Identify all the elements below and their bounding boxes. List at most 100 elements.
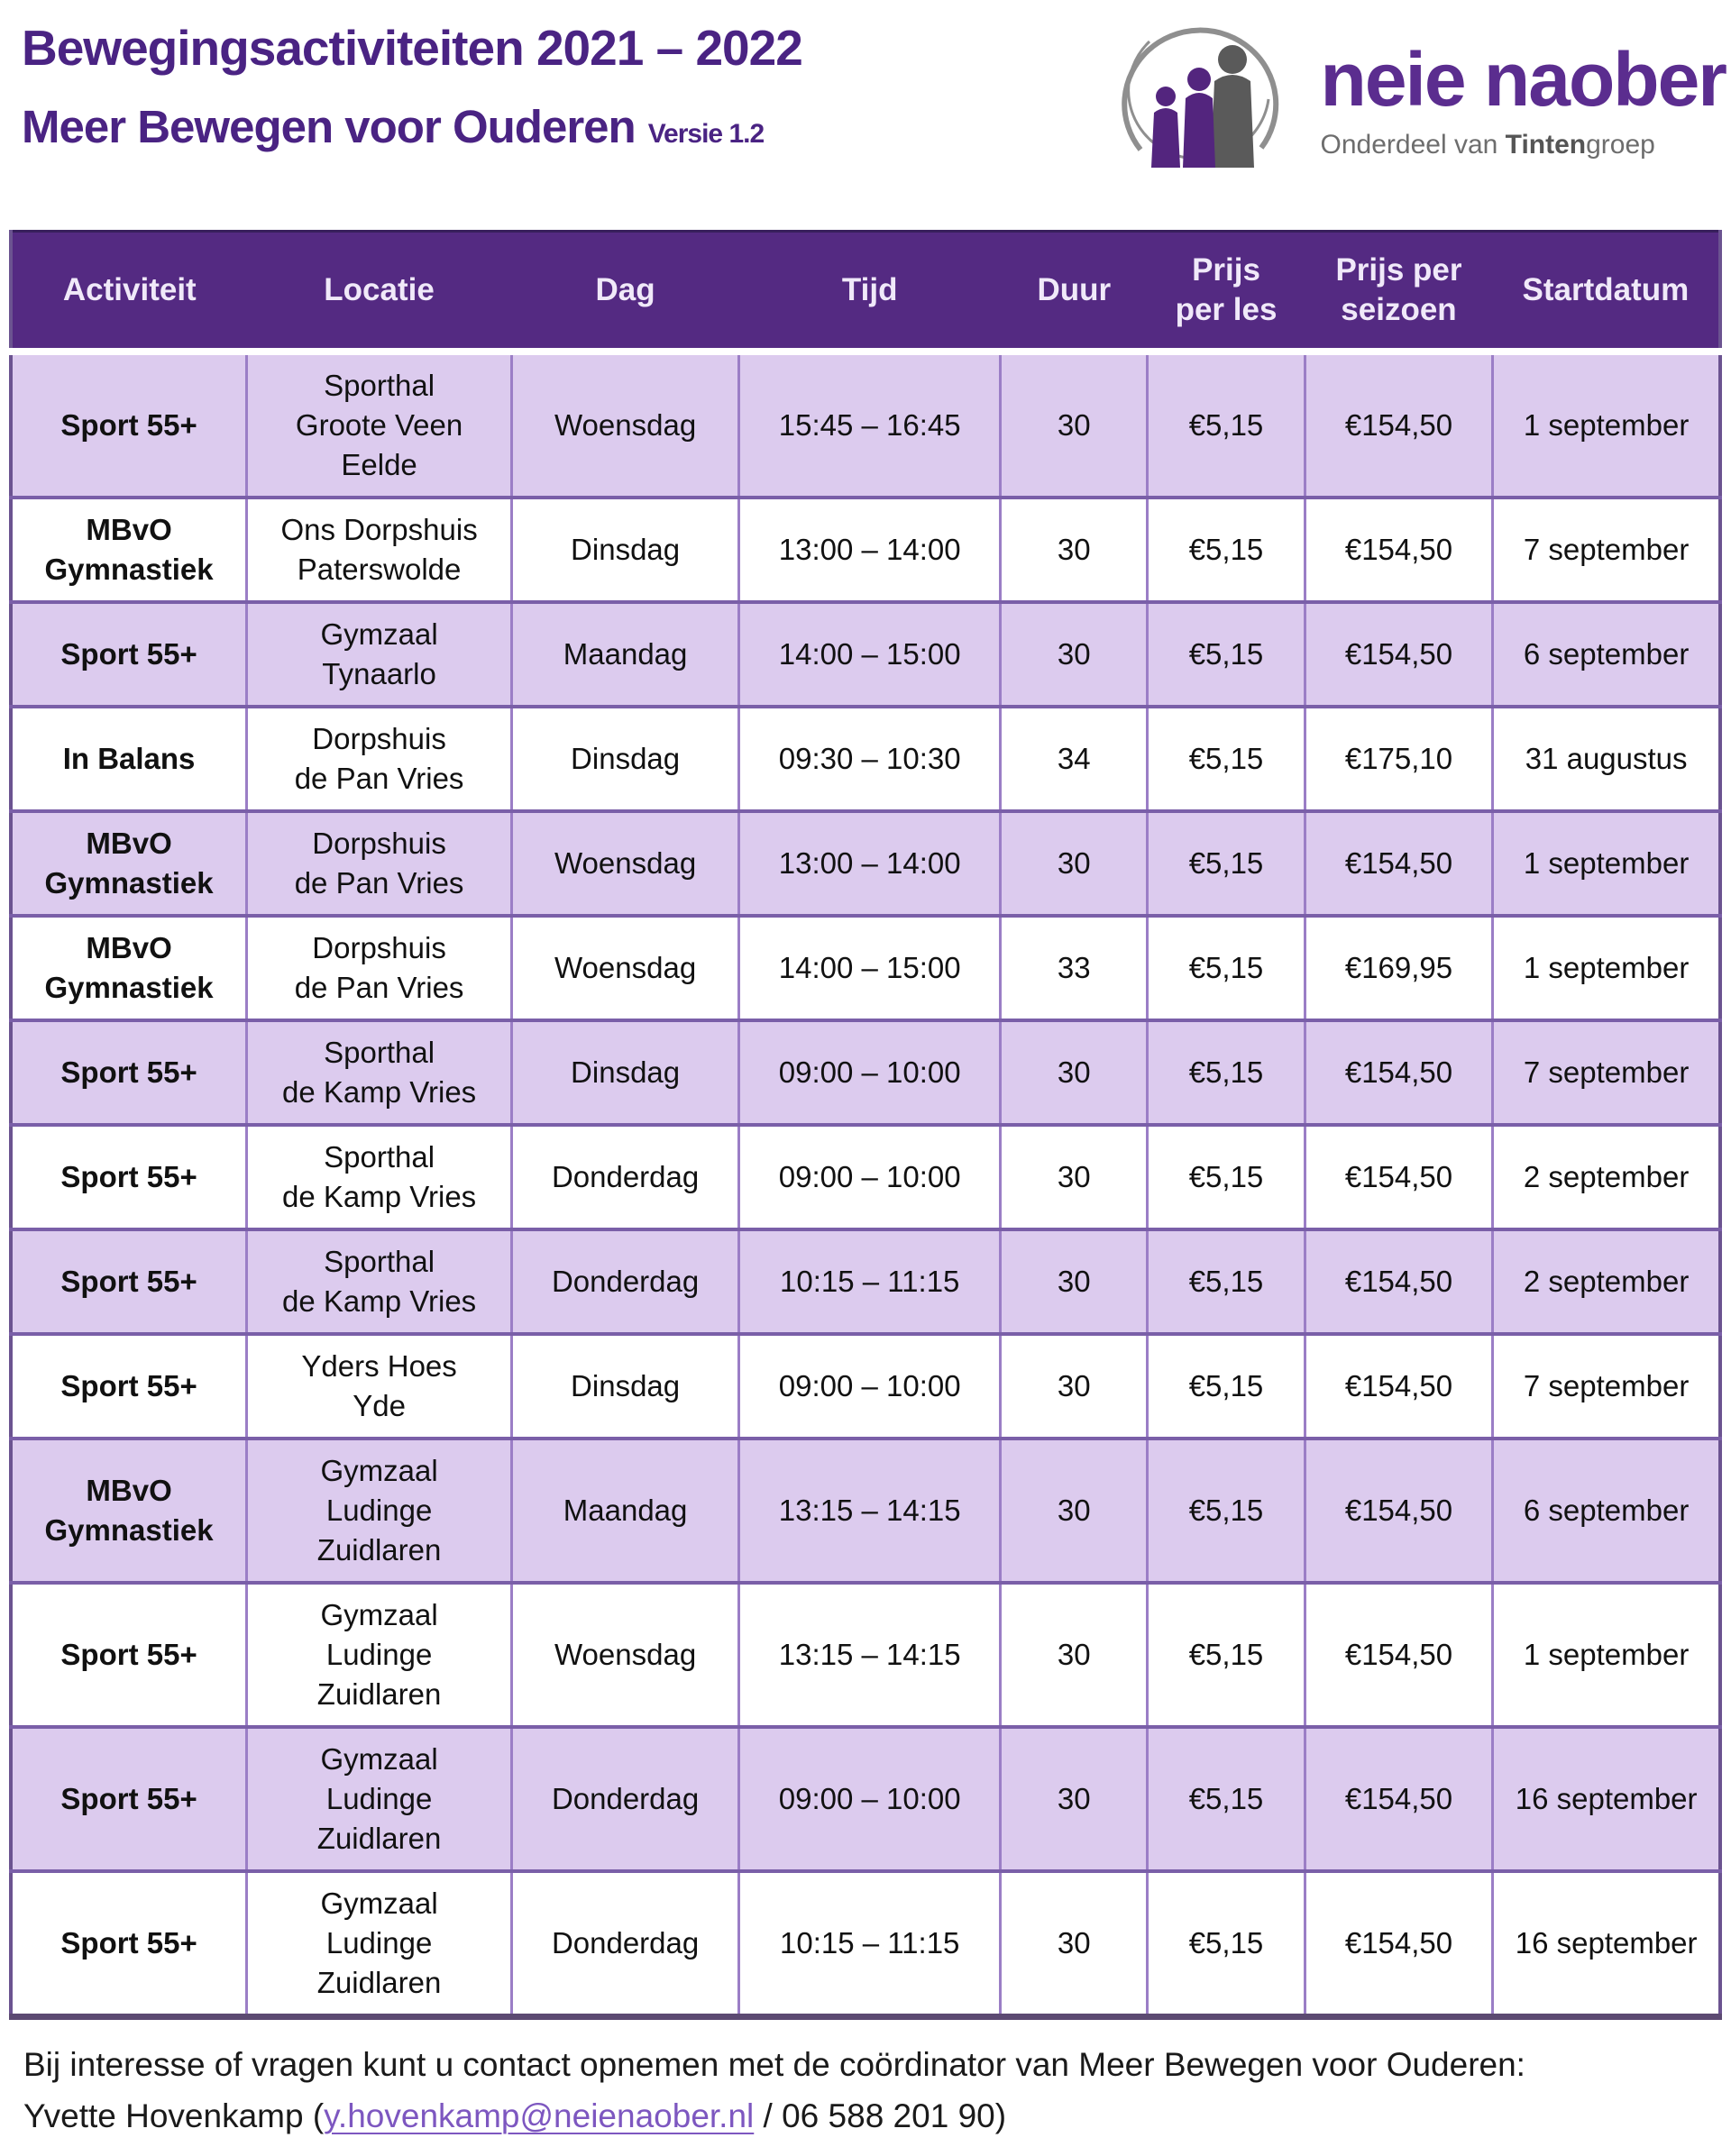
cell-locatie: Dorpshuis de Pan Vries — [245, 705, 514, 811]
table-row: Sport 55+ Gymzaal Tynaarlo Maandag 14:00 – … — [9, 600, 1722, 707]
cell-prijs_per_seizoen: €154,50 — [1303, 350, 1495, 498]
cell-prijs_per_seizoen: €154,50 — [1303, 1123, 1495, 1229]
cell-prijs_per_seizoen: €154,50 — [1303, 1332, 1495, 1439]
cell-dag: Donderdag — [510, 1725, 741, 1871]
page-title: Bewegingsactiviteiten 2021 – 2022 — [22, 20, 803, 76]
table-header: Activiteit Locatie Dag Tijd Duur Prijs per le… — [11, 231, 1720, 355]
cell-locatie: Ons Dorpshuis Paterswolde — [245, 496, 514, 602]
cell-prijs_per_seizoen: €154,50 — [1303, 1228, 1495, 1334]
cell-activiteit: Sport 55+ — [9, 1869, 249, 2017]
document-header: Bewegingsactiviteiten 2021 – 2022 Meer B… — [0, 0, 1731, 227]
cell-dag: Donderdag — [510, 1228, 741, 1334]
tagline-bold: Tinten — [1505, 130, 1587, 160]
version-label: Versie 1.2 — [647, 119, 765, 149]
cell-duur: 30 — [999, 1437, 1149, 1583]
cell-startdatum: 1 september — [1491, 1581, 1722, 1727]
table-row: Sport 55+ Sporthal de Kamp Vries Donderdag… — [9, 1123, 1722, 1229]
table-row: Sport 55+ Gymzaal Ludinge Zuidlaren Donder… — [9, 1725, 1722, 1871]
activities-table: Activiteit Locatie Dag Tijd Duur Prijs per le… — [9, 230, 1722, 2020]
cell-activiteit: MBvO Gymnastiek — [9, 496, 249, 602]
column-header-prijs_per_les: Prijs per les — [1147, 231, 1305, 355]
cell-tijd: 09:30 – 10:30 — [737, 705, 1003, 811]
table-row: Sport 55+ Sporthal de Kamp Vries Donderdag… — [9, 1228, 1722, 1334]
cell-tijd: 10:15 – 11:15 — [737, 1228, 1003, 1334]
table-row: In Balans Dorpshuis de Pan Vries Dinsdag 09… — [9, 705, 1722, 811]
cell-activiteit: Sport 55+ — [9, 1019, 249, 1125]
logo-people-in-circle-icon — [1110, 7, 1290, 185]
tagline-prefix: Onderdeel van — [1320, 130, 1506, 160]
column-header-tijd: Tijd — [738, 231, 1001, 355]
cell-activiteit: MBvO Gymnastiek — [9, 914, 249, 1020]
cell-duur: 30 — [999, 1019, 1149, 1125]
cell-startdatum: 7 september — [1491, 1332, 1722, 1439]
logo-tagline: Onderdeel van Tintengroep — [1321, 130, 1726, 160]
cell-startdatum: 1 september — [1491, 809, 1722, 916]
column-header-prijs_per_seizoen: Prijs per seizoen — [1305, 231, 1493, 355]
title-block: Bewegingsactiviteiten 2021 – 2022 Meer B… — [22, 20, 803, 151]
table-body: Sport 55+ Sporthal Groote Veen Eelde Woens… — [9, 350, 1722, 2017]
table-row: Sport 55+ Gymzaal Ludinge Zuidlaren Woensd… — [9, 1581, 1722, 1727]
table-row: Sport 55+ Sporthal Groote Veen Eelde Woens… — [9, 350, 1722, 498]
cell-prijs_per_les: €5,15 — [1146, 1725, 1306, 1871]
cell-tijd: 15:45 – 16:45 — [737, 350, 1003, 498]
page-subtitle: Meer Bewegen voor Ouderen Versie 1.2 — [22, 104, 802, 150]
cell-locatie: Yders Hoes Yde — [245, 1332, 514, 1439]
cell-tijd: 13:15 – 14:15 — [737, 1437, 1003, 1583]
cell-dag: Dinsdag — [510, 1019, 741, 1125]
cell-tijd: 13:00 – 14:00 — [737, 809, 1003, 916]
cell-dag: Woensdag — [510, 809, 741, 916]
cell-tijd: 13:15 – 14:15 — [737, 1581, 1003, 1727]
cell-startdatum: 2 september — [1491, 1123, 1722, 1229]
cell-dag: Donderdag — [510, 1123, 741, 1229]
cell-dag: Woensdag — [510, 914, 741, 1020]
cell-duur: 30 — [999, 350, 1149, 498]
cell-prijs_per_les: €5,15 — [1146, 1123, 1306, 1229]
cell-locatie: Sporthal de Kamp Vries — [245, 1019, 514, 1125]
cell-activiteit: In Balans — [9, 705, 249, 811]
cell-startdatum: 1 september — [1491, 914, 1722, 1020]
cell-prijs_per_les: €5,15 — [1146, 1019, 1306, 1125]
cell-startdatum: 16 september — [1491, 1725, 1722, 1871]
cell-prijs_per_les: €5,15 — [1146, 809, 1306, 916]
cell-duur: 33 — [999, 914, 1149, 1020]
cell-tijd: 10:15 – 11:15 — [737, 1869, 1003, 2017]
cell-dag: Maandag — [510, 1437, 741, 1583]
table-row: MBvO Gymnastiek Dorpshuis de Pan Vries Woe… — [9, 914, 1722, 1020]
column-header-locatie: Locatie — [246, 231, 512, 355]
cell-tijd: 09:00 – 10:00 — [737, 1332, 1003, 1439]
cell-prijs_per_seizoen: €154,50 — [1303, 496, 1495, 602]
table-row: MBvO Gymnastiek Dorpshuis de Pan Vries Woe… — [9, 809, 1722, 916]
cell-prijs_per_les: €5,15 — [1146, 496, 1306, 602]
cell-activiteit: Sport 55+ — [9, 1228, 249, 1334]
table-row: Sport 55+ Sporthal de Kamp Vries Dinsdag 09… — [9, 1019, 1722, 1125]
cell-activiteit: Sport 55+ — [9, 600, 249, 707]
cell-prijs_per_les: €5,15 — [1146, 1869, 1306, 2017]
cell-prijs_per_les: €5,15 — [1146, 1437, 1306, 1583]
cell-locatie: Gymzaal Ludinge Zuidlaren — [245, 1869, 514, 2017]
cell-locatie: Dorpshuis de Pan Vries — [245, 809, 514, 916]
cell-startdatum: 31 augustus — [1491, 705, 1722, 811]
cell-locatie: Gymzaal Ludinge Zuidlaren — [245, 1581, 514, 1727]
table-row: MBvO Gymnastiek Gymzaal Ludinge Zuidlaren… — [9, 1437, 1722, 1583]
cell-duur: 30 — [999, 1228, 1149, 1334]
contact-footer: Bij interesse of vragen kunt u contact o… — [23, 2039, 1700, 2142]
cell-duur: 30 — [999, 1725, 1149, 1871]
cell-locatie: Gymzaal Tynaarlo — [245, 600, 514, 707]
cell-startdatum: 6 september — [1491, 600, 1722, 707]
contact-line1: Bij interesse of vragen kunt u contact o… — [23, 2046, 1525, 2083]
email-link[interactable]: y.hovenkamp@neienaober.nl — [324, 2097, 755, 2134]
cell-prijs_per_seizoen: €154,50 — [1303, 600, 1495, 707]
cell-prijs_per_seizoen: €154,50 — [1303, 1019, 1495, 1125]
table-header-row: Activiteit Locatie Dag Tijd Duur Prijs per le… — [11, 231, 1720, 355]
cell-prijs_per_les: €5,15 — [1146, 1581, 1306, 1727]
cell-prijs_per_seizoen: €154,50 — [1303, 1437, 1495, 1583]
cell-prijs_per_seizoen: €154,50 — [1303, 809, 1495, 916]
column-header-dag: Dag — [511, 231, 739, 355]
cell-prijs_per_les: €5,15 — [1146, 1332, 1306, 1439]
cell-prijs_per_seizoen: €169,95 — [1303, 914, 1495, 1020]
cell-tijd: 09:00 – 10:00 — [737, 1019, 1003, 1125]
cell-activiteit: Sport 55+ — [9, 1725, 249, 1871]
cell-startdatum: 7 september — [1491, 496, 1722, 602]
cell-tijd: 14:00 – 15:00 — [737, 600, 1003, 707]
